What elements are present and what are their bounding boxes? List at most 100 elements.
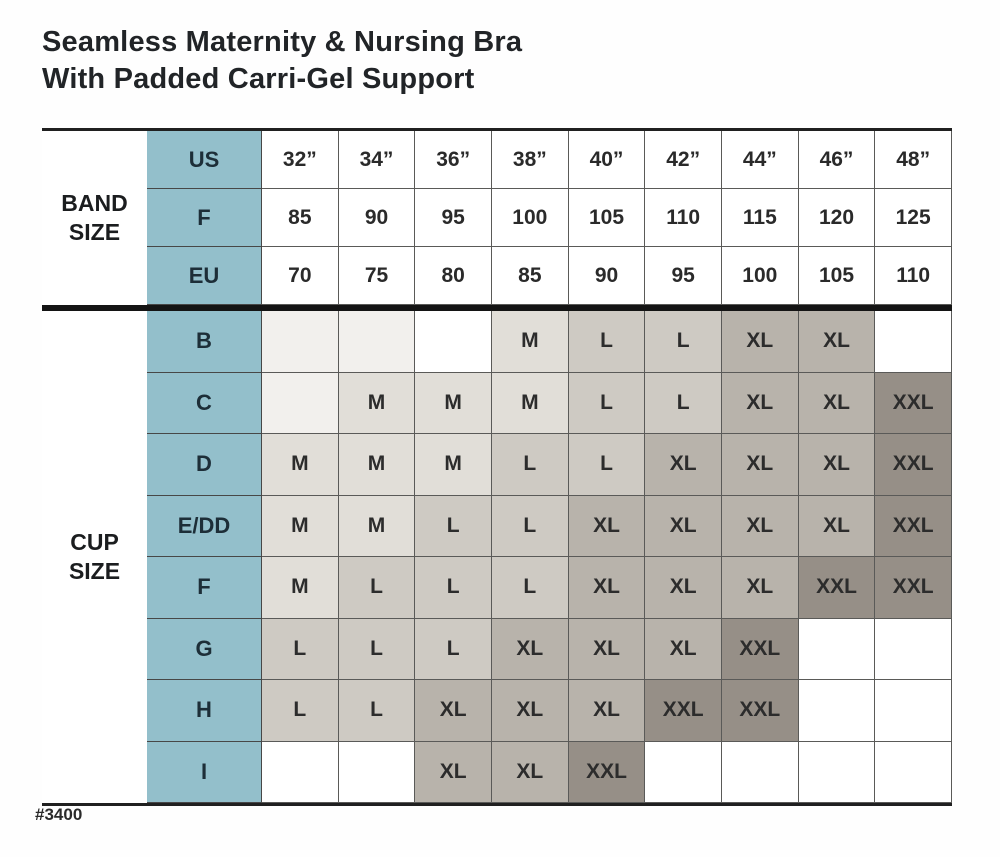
band-value-cell: 32” — [262, 131, 339, 189]
cup-size-cell — [645, 741, 722, 803]
cup-size-cell: XL — [568, 557, 646, 619]
cup-size-cell: XXL — [875, 495, 952, 557]
cup-size-cell: M — [415, 372, 492, 434]
band-value-cell: 36” — [415, 131, 492, 189]
cup-size-cell: L — [262, 680, 339, 742]
cup-row-label-e-dd: E/DD — [147, 495, 262, 557]
band-row-label-us: US — [147, 131, 262, 189]
band-value-cell: 42” — [645, 131, 722, 189]
band-value-cell: 100 — [491, 189, 569, 247]
cup-size-cell — [798, 618, 876, 680]
band-value-cell: 40” — [568, 131, 646, 189]
cup-size-cell: L — [645, 372, 722, 434]
cup-size-cell: XXL — [798, 557, 876, 619]
cup-size-cell — [262, 311, 339, 373]
cup-row-label-g: G — [147, 618, 262, 680]
cup-size-cell: M — [262, 557, 339, 619]
band-value-cell: 34” — [338, 131, 416, 189]
band-value-cell: 38” — [491, 131, 569, 189]
band-value-cell: 125 — [875, 189, 952, 247]
cup-size-cell: XL — [491, 618, 569, 680]
cup-size-cell: XXL — [875, 372, 952, 434]
cup-size-cell: XXL — [721, 680, 799, 742]
band-value-cell: 44” — [721, 131, 799, 189]
product-code: #3400 — [35, 805, 83, 824]
cup-size-cell: L — [568, 372, 646, 434]
cup-size-cell — [875, 311, 952, 373]
cup-size-cell: XL — [798, 311, 876, 373]
cup-row-label-i: I — [147, 741, 262, 803]
cup-size-cell — [721, 741, 799, 803]
cup-size-cell — [262, 372, 339, 434]
cup-size-cell: XL — [721, 557, 799, 619]
cup-size-cell: XL — [415, 741, 492, 803]
band-value-cell: 110 — [645, 189, 722, 247]
band-value-cell: 110 — [875, 247, 952, 305]
cup-size-cell: L — [338, 680, 416, 742]
cup-size-cell — [875, 680, 952, 742]
cup-row-label-c: C — [147, 372, 262, 434]
cup-size-cell — [338, 311, 416, 373]
cup-size-cell: L — [491, 434, 569, 496]
cup-size-cell: L — [645, 311, 722, 373]
cup-size-cell: XXL — [568, 741, 646, 803]
cup-row-label-d: D — [147, 434, 262, 496]
cup-size-cell: XXL — [875, 557, 952, 619]
cup-size-cell: L — [415, 495, 492, 557]
cup-size-cell: XXL — [721, 618, 799, 680]
cup-row-label-f: F — [147, 557, 262, 619]
size-table: BAND SIZE CUP SIZE US 32” 34” 36” 38” 40” 42” 4… — [42, 128, 952, 806]
band-value-cell: 90 — [568, 247, 646, 305]
band-value-cell: 105 — [568, 189, 646, 247]
cup-size-cell: L — [415, 618, 492, 680]
table-divider — [42, 305, 952, 311]
page-title-line1: Seamless Maternity & Nursing Bra — [42, 26, 523, 58]
band-value-cell: 46” — [798, 131, 876, 189]
cup-size-cell — [875, 741, 952, 803]
band-row-label-eu: EU — [147, 247, 262, 305]
band-value-cell: 115 — [721, 189, 799, 247]
band-value-cell: 95 — [645, 247, 722, 305]
band-value-cell: 95 — [415, 189, 492, 247]
cup-row-label-h: H — [147, 680, 262, 742]
cup-size-cell: XL — [721, 311, 799, 373]
band-value-cell: 90 — [338, 189, 416, 247]
cup-size-cell: M — [491, 311, 569, 373]
cup-size-cell: M — [338, 372, 416, 434]
cup-size-cell: XL — [415, 680, 492, 742]
band-value-cell: 70 — [262, 247, 339, 305]
band-value-cell: 85 — [262, 189, 339, 247]
cup-size-cell — [262, 741, 339, 803]
band-value-cell: 80 — [415, 247, 492, 305]
band-value-cell: 120 — [798, 189, 876, 247]
cup-size-cell: XL — [645, 557, 722, 619]
cup-size-cell: XL — [568, 495, 646, 557]
cup-size-cell: M — [338, 434, 416, 496]
band-size-section-label: BAND SIZE — [42, 131, 147, 305]
band-value-cell: 105 — [798, 247, 876, 305]
cup-size-cell: XL — [798, 495, 876, 557]
cup-size-cell: XL — [645, 434, 722, 496]
cup-size-cell: XXL — [645, 680, 722, 742]
cup-size-cell: XL — [491, 680, 569, 742]
cup-size-cell: XL — [721, 434, 799, 496]
band-value-cell: 85 — [491, 247, 569, 305]
cup-size-cell: XL — [798, 372, 876, 434]
cup-size-cell: L — [262, 618, 339, 680]
cup-size-cell: L — [568, 311, 646, 373]
cup-size-cell: L — [338, 557, 416, 619]
cup-size-section-label: CUP SIZE — [42, 311, 147, 803]
band-value-cell: 100 — [721, 247, 799, 305]
page-title: Seamless Maternity & Nursing Bra With Pa… — [42, 24, 522, 98]
page-title-line2: With Padded Carri-Gel Support — [42, 63, 475, 95]
cup-size-cell — [415, 311, 492, 373]
cup-size-cell: XL — [721, 495, 799, 557]
cup-size-cell: L — [415, 557, 492, 619]
cup-size-cell: L — [491, 495, 569, 557]
cup-size-cell — [875, 618, 952, 680]
cup-size-cell: L — [491, 557, 569, 619]
cup-size-cell: M — [262, 434, 339, 496]
band-row-label-f: F — [147, 189, 262, 247]
cup-size-cell: L — [568, 434, 646, 496]
